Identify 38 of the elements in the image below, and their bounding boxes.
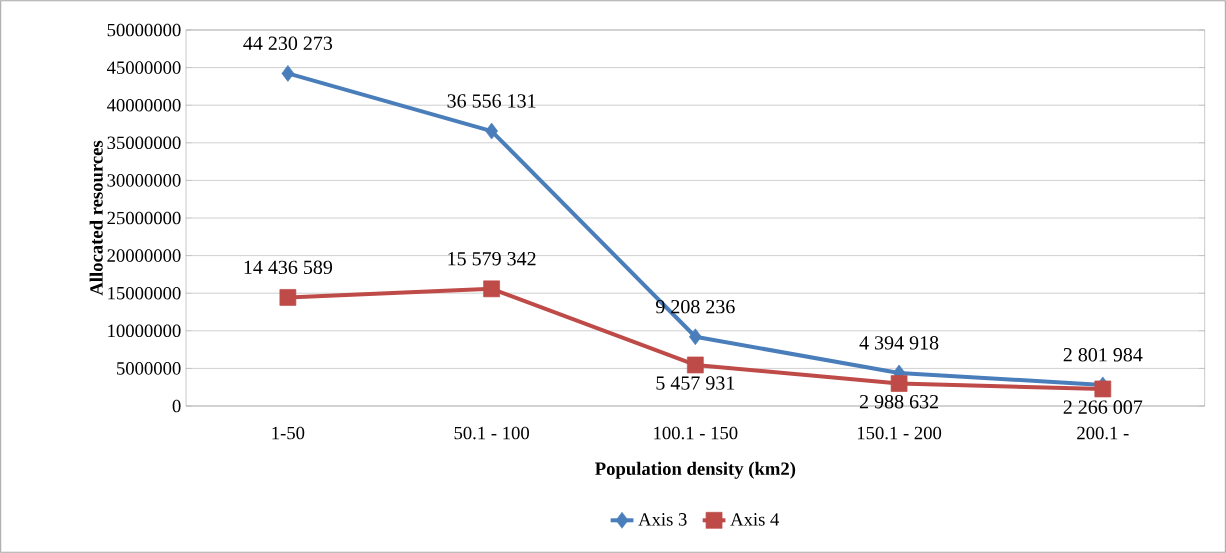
x-tick-label: 1-50 bbox=[272, 426, 305, 440]
y-tick-label: 20000000 bbox=[107, 249, 181, 262]
point bbox=[279, 289, 297, 306]
y-tick-label: 10000000 bbox=[108, 324, 181, 338]
data-label: 5 457 931 bbox=[656, 376, 735, 390]
data-label: 44 230 273 bbox=[243, 36, 333, 50]
data-label: 14 436 589 bbox=[244, 260, 333, 275]
data-label: 2 266 007 bbox=[1063, 400, 1143, 414]
x-tick-label: 200.1 - bbox=[1077, 426, 1129, 440]
legend-label: Axis 4 bbox=[730, 513, 780, 526]
y-tick-label: 15000000 bbox=[108, 286, 181, 300]
y-tick-label: 40000000 bbox=[106, 98, 181, 112]
point bbox=[1094, 380, 1112, 398]
x-tick-label: 150.1 - 200 bbox=[857, 426, 942, 440]
point bbox=[281, 65, 295, 82]
data-label: 9 208 236 bbox=[655, 299, 735, 314]
y-tick-label: 30000000 bbox=[107, 174, 181, 187]
point bbox=[485, 122, 498, 140]
y-tick-label: 0 bbox=[172, 399, 181, 413]
point bbox=[689, 328, 702, 346]
x-tick-label: 100.1 - 150 bbox=[654, 426, 738, 440]
data-label: 15 579 342 bbox=[448, 252, 536, 266]
y-tick-label: 25000000 bbox=[107, 211, 181, 225]
data-label: 2 801 984 bbox=[1063, 348, 1143, 362]
point bbox=[483, 280, 500, 298]
y-axis-title: Allocated resources bbox=[89, 140, 103, 296]
y-tick-label: 50000000 bbox=[107, 23, 181, 37]
data-label: 4 394 918 bbox=[859, 336, 939, 350]
point bbox=[687, 356, 704, 374]
y-tick-label: 35000000 bbox=[107, 136, 181, 150]
point bbox=[890, 375, 908, 392]
x-axis-title: Population density (km2) bbox=[595, 461, 796, 479]
y-tick-label: 5000000 bbox=[117, 362, 181, 375]
data-label: 2 988 632 bbox=[859, 394, 938, 409]
y-tick-label: 45000000 bbox=[106, 61, 181, 74]
legend-label: Axis 3 bbox=[638, 513, 687, 526]
data-label: 36 556 131 bbox=[447, 94, 536, 108]
x-tick-label: 50.1 - 100 bbox=[454, 426, 529, 440]
